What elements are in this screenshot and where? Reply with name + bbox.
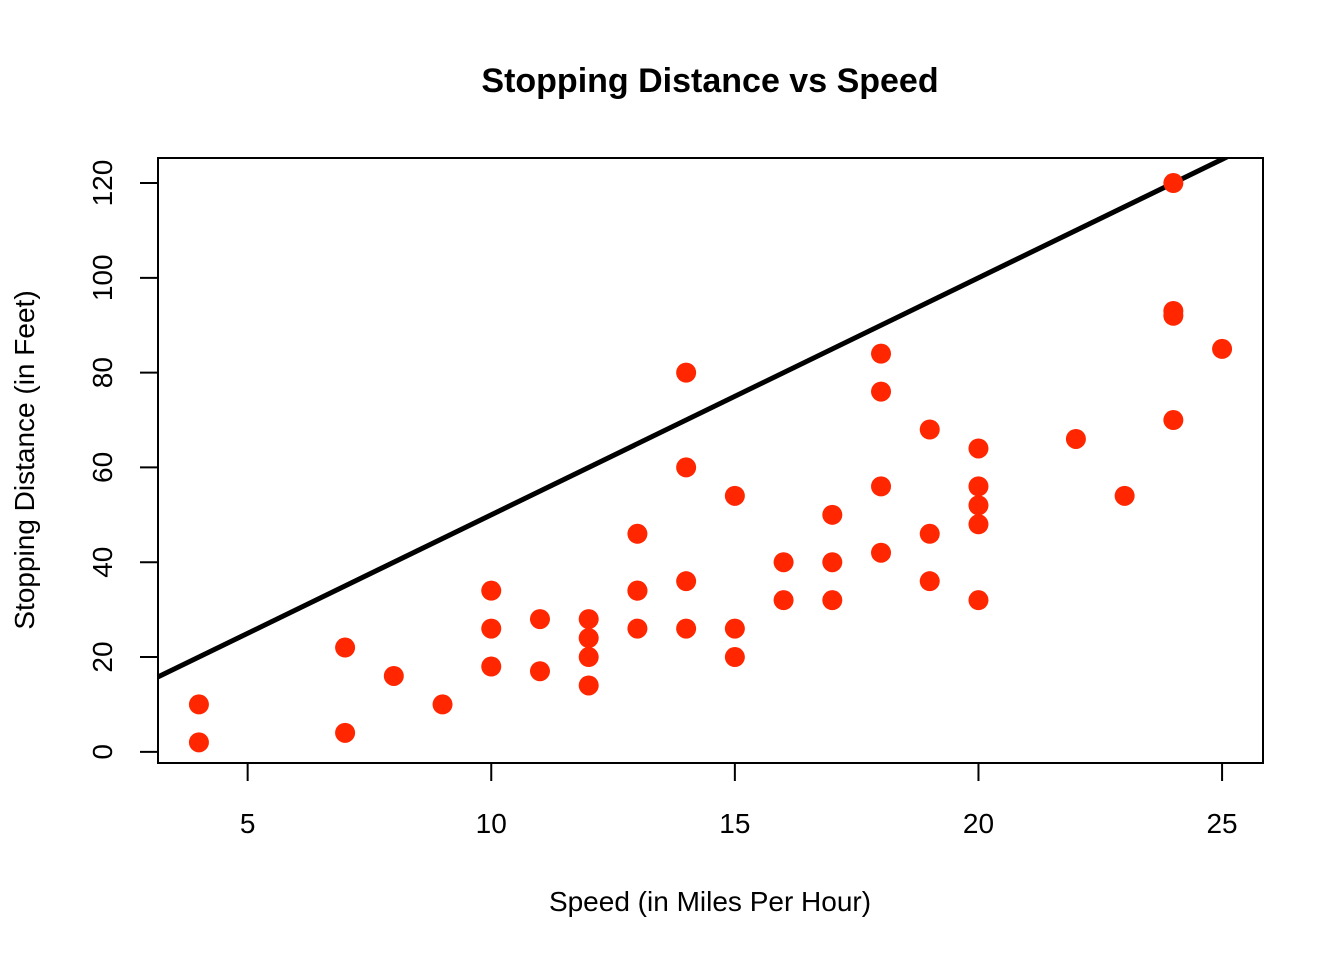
data-point bbox=[1212, 338, 1233, 359]
data-point bbox=[676, 618, 697, 639]
y-tick-label: 100 bbox=[87, 254, 118, 301]
data-point bbox=[578, 647, 599, 668]
data-point bbox=[1114, 485, 1135, 506]
data-point bbox=[676, 457, 697, 478]
y-tick-label: 40 bbox=[87, 547, 118, 578]
data-point bbox=[871, 542, 892, 563]
x-axis-label: Speed (in Miles Per Hour) bbox=[549, 886, 871, 917]
data-point bbox=[1163, 410, 1184, 431]
data-point bbox=[968, 495, 989, 516]
y-tick-label: 20 bbox=[87, 641, 118, 672]
x-tick-label: 15 bbox=[719, 808, 750, 839]
x-tick-label: 25 bbox=[1206, 808, 1237, 839]
y-axis-label: Stopping Distance (in Feet) bbox=[9, 290, 40, 629]
y-tick-label: 80 bbox=[87, 357, 118, 388]
data-point bbox=[188, 732, 209, 753]
data-point bbox=[627, 523, 648, 544]
data-point bbox=[335, 637, 356, 658]
data-point bbox=[578, 628, 599, 649]
data-point bbox=[919, 571, 940, 592]
data-point bbox=[919, 523, 940, 544]
data-point bbox=[968, 590, 989, 611]
y-tick-label: 60 bbox=[87, 452, 118, 483]
reference-line bbox=[158, 158, 1231, 680]
data-point bbox=[627, 580, 648, 601]
data-point bbox=[773, 552, 794, 573]
data-point bbox=[724, 485, 745, 506]
data-point bbox=[188, 694, 209, 715]
x-tick-label: 10 bbox=[476, 808, 507, 839]
data-point bbox=[968, 438, 989, 459]
data-point bbox=[871, 476, 892, 497]
plot-area bbox=[158, 158, 1233, 753]
data-point bbox=[1163, 173, 1184, 194]
data-point bbox=[432, 694, 453, 715]
data-point bbox=[578, 609, 599, 630]
data-point bbox=[968, 514, 989, 535]
data-point bbox=[335, 722, 356, 743]
data-point bbox=[481, 580, 502, 601]
data-point bbox=[871, 343, 892, 364]
data-point bbox=[383, 665, 404, 686]
data-point bbox=[822, 552, 843, 573]
data-point bbox=[724, 647, 745, 668]
data-point bbox=[822, 504, 843, 525]
data-point bbox=[676, 362, 697, 383]
x-tick-label: 5 bbox=[240, 808, 256, 839]
plot-frame bbox=[157, 157, 1264, 764]
data-point bbox=[481, 656, 502, 677]
y-tick-label: 120 bbox=[87, 160, 118, 207]
data-point bbox=[529, 609, 550, 630]
data-point bbox=[822, 590, 843, 611]
x-tick-label: 20 bbox=[963, 808, 994, 839]
data-point bbox=[676, 571, 697, 592]
y-tick-label: 0 bbox=[87, 744, 118, 760]
data-point bbox=[1065, 428, 1086, 449]
data-point bbox=[871, 381, 892, 402]
data-point bbox=[627, 618, 648, 639]
data-point bbox=[578, 675, 599, 696]
data-point bbox=[1163, 301, 1184, 322]
data-point bbox=[529, 661, 550, 682]
data-point bbox=[968, 476, 989, 497]
chart-title: Stopping Distance vs Speed bbox=[481, 62, 938, 100]
data-point bbox=[773, 590, 794, 611]
data-point bbox=[481, 618, 502, 639]
axes: 5 10 15 20 25 0 20 40 60 80 100 120 bbox=[87, 160, 1238, 839]
data-point bbox=[919, 419, 940, 440]
data-point bbox=[724, 618, 745, 639]
